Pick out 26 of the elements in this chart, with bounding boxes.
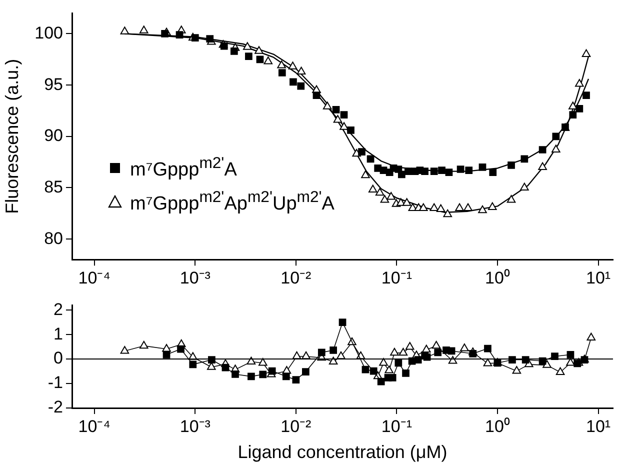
x-tick-label: 10¹ bbox=[586, 416, 611, 436]
x-tick-label: 10⁻² bbox=[280, 268, 312, 288]
y-tick-label: 0 bbox=[54, 348, 63, 368]
y-tick-label: 90 bbox=[44, 126, 63, 146]
x-tick-label: 10⁻² bbox=[280, 416, 312, 436]
y-tick-label: 100 bbox=[34, 23, 63, 42]
x-tick-label: 10⁻¹ bbox=[381, 268, 412, 288]
x-axis-title: Ligand concentration (μM) bbox=[238, 442, 448, 462]
y-tick-label: 85 bbox=[44, 177, 63, 196]
y-tick-label: 1 bbox=[54, 324, 63, 344]
x-tick-label: 10¹ bbox=[586, 268, 611, 288]
x-tick-label: 10⁻³ bbox=[180, 416, 211, 436]
x-tick-label: 10⁰ bbox=[485, 268, 510, 288]
x-tick-label: 10⁻⁴ bbox=[78, 416, 110, 436]
x-tick-label: 10⁻⁴ bbox=[78, 268, 110, 288]
legend-label: m⁷Gppp$^{m2'}$Ap$^{m2'}$Up$^{m2'}$A bbox=[130, 188, 334, 217]
y-tick-label: -1 bbox=[48, 373, 63, 392]
y-axis-title: Fluorescence (a.u.) bbox=[2, 58, 22, 214]
legend-label: m⁷Gppp$^{m2'}$A bbox=[130, 154, 237, 182]
y-tick-label: 95 bbox=[44, 74, 63, 94]
x-tick-label: 10⁻³ bbox=[180, 268, 211, 288]
x-tick-label: 10⁰ bbox=[485, 416, 510, 436]
x-tick-label: 10⁻¹ bbox=[381, 416, 412, 436]
y-tick-label: -2 bbox=[48, 398, 63, 417]
y-tick-label: 2 bbox=[54, 300, 63, 319]
y-tick-label: 80 bbox=[44, 228, 63, 248]
